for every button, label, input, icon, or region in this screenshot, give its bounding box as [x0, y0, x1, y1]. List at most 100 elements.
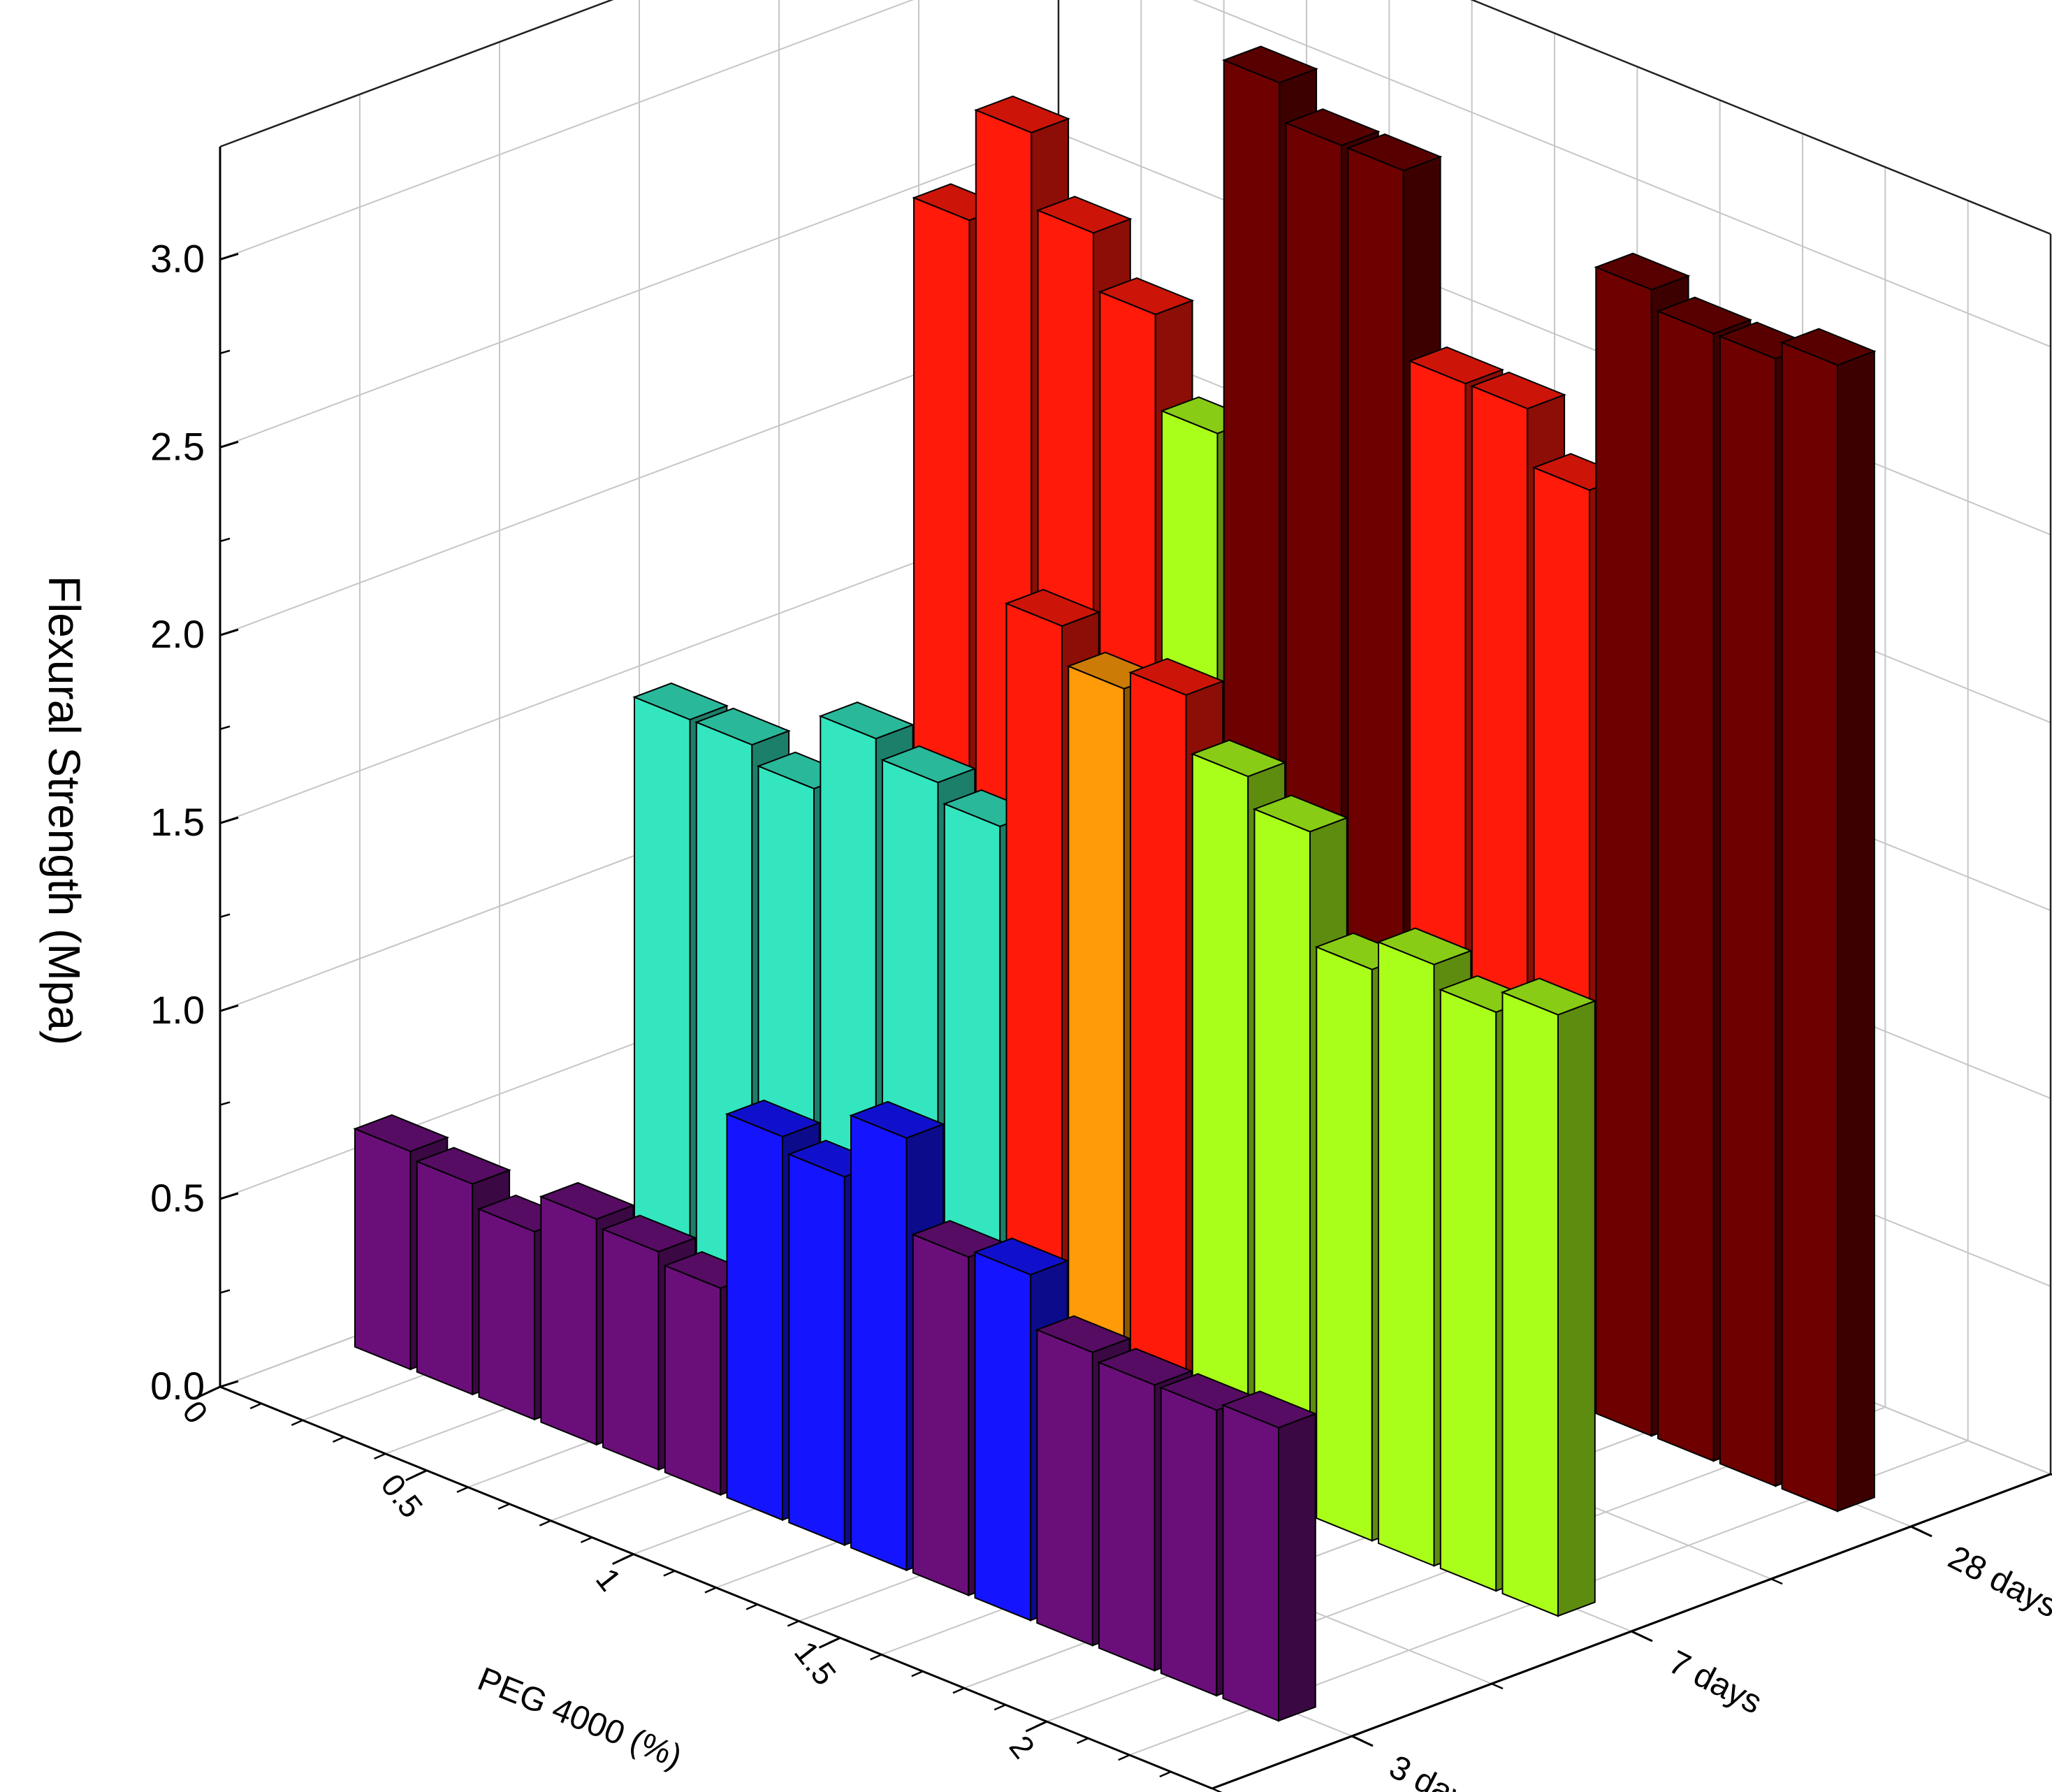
x-tick-label: 1	[589, 1561, 629, 1598]
bar-top-face	[1252, 794, 1349, 833]
z-tick-label: 1.5	[150, 800, 205, 844]
bar-front-face	[1036, 1329, 1093, 1647]
z-tick	[219, 816, 239, 824]
bar-top-face	[1097, 1348, 1194, 1386]
x-minor-tick	[249, 1402, 262, 1410]
z-tick	[219, 252, 239, 261]
bar-front-face	[416, 1160, 474, 1396]
x-minor-tick	[911, 1670, 924, 1677]
y-minor-tick	[1491, 1682, 1504, 1690]
z-minor-tick	[219, 537, 231, 542]
x-minor-tick	[580, 1536, 593, 1543]
bar-top-face	[1004, 588, 1101, 627]
x-minor-tick	[622, 1553, 634, 1560]
z-tick-label: 0.0	[150, 1364, 205, 1408]
x-minor-tick	[456, 1486, 469, 1493]
bar-front-face	[974, 1251, 1031, 1622]
bar-front-face	[850, 1114, 908, 1571]
z-minor-tick	[219, 913, 231, 918]
x-minor-tick	[332, 1436, 345, 1443]
bar	[1780, 328, 1877, 1513]
z-minor-tick	[219, 1101, 231, 1106]
bar-front-face	[912, 1233, 970, 1596]
x-minor-tick	[291, 1419, 303, 1427]
bar-front-face	[1098, 1361, 1156, 1672]
bar-top-face	[1376, 927, 1473, 966]
bar-top-face	[601, 1214, 698, 1253]
y-tick-label: 28 days	[1942, 1539, 2052, 1626]
bar-top-face	[694, 707, 791, 746]
z-axis-title: Flexural Strength (Mpa)	[39, 576, 89, 1045]
bar-top-face	[539, 1181, 636, 1221]
z-tick-label: 2.0	[150, 612, 205, 656]
z-tick-label: 3.0	[150, 236, 205, 280]
y-minor-tick	[1770, 1578, 1783, 1585]
z-minor-tick	[219, 349, 231, 355]
bar-front-face	[1595, 266, 1652, 1437]
bar-top-face	[1408, 346, 1505, 385]
bar	[1500, 977, 1597, 1617]
x-minor-tick	[663, 1570, 676, 1577]
z-tick	[219, 440, 239, 449]
bar-front-face	[1316, 946, 1373, 1542]
bar-front-face	[602, 1228, 660, 1471]
bar-front-face	[634, 696, 691, 1266]
x-minor-tick	[870, 1654, 882, 1661]
x-tick-label: 0.5	[374, 1467, 430, 1524]
bar	[1221, 1390, 1318, 1722]
bar-front-face	[664, 1265, 722, 1496]
z-tick-label: 2.5	[150, 424, 205, 468]
x-minor-tick	[208, 1385, 221, 1393]
x-minor-tick	[704, 1587, 717, 1594]
x-minor-tick	[994, 1704, 1006, 1711]
z-tick	[219, 1380, 239, 1388]
x-axis-title: PEG 4000 (%)	[472, 1661, 687, 1776]
bar-top-face	[632, 682, 729, 721]
z-tick	[219, 628, 239, 636]
x-minor-tick	[787, 1620, 799, 1627]
bar-front-face	[1130, 671, 1187, 1466]
z-tick-label: 0.5	[150, 1176, 205, 1220]
bar-top-face	[415, 1146, 511, 1185]
bar-top-face	[1780, 328, 1877, 366]
bar-top-face	[1500, 977, 1597, 1016]
bar-front-face	[1501, 991, 1559, 1617]
x-minor-tick	[497, 1503, 510, 1510]
bar-top-face	[1283, 108, 1381, 147]
z-tick	[219, 1192, 239, 1200]
frame-top-left	[219, 0, 614, 148]
y-minor-tick	[1910, 1525, 1923, 1533]
bar-top-face	[1594, 252, 1691, 291]
z-minor-tick	[219, 725, 231, 730]
bar-front-face	[354, 1128, 412, 1371]
bar-top-face	[725, 1099, 822, 1137]
x-minor-tick	[1035, 1721, 1047, 1728]
bar-front-face	[1439, 989, 1497, 1592]
x-minor-tick	[374, 1452, 386, 1459]
bar-front-face	[1719, 335, 1777, 1487]
x-minor-tick	[415, 1469, 428, 1476]
bar-top-face	[1098, 277, 1195, 316]
z-tick	[219, 1004, 239, 1012]
bar-top-face	[880, 745, 977, 784]
bar-front-face	[1378, 940, 1435, 1567]
y-tick-label: 7 days	[1663, 1644, 1768, 1721]
bar-top-face	[1656, 296, 1753, 335]
x-minor-tick	[539, 1520, 551, 1527]
bar-side-face	[1557, 1000, 1596, 1617]
bar-top-face	[1221, 1390, 1318, 1429]
bar-side-face	[1837, 350, 1875, 1513]
x-minor-tick	[828, 1637, 841, 1644]
x-minor-tick	[1159, 1770, 1172, 1778]
z-tick-label: 1.0	[150, 988, 205, 1032]
bar-side-face	[1278, 1413, 1316, 1722]
x-minor-tick	[952, 1687, 965, 1694]
bar-front-face	[726, 1113, 783, 1522]
x-tick-label: 2	[1003, 1728, 1042, 1765]
bar-front-face	[1657, 309, 1715, 1462]
bar-top-face	[973, 1237, 1070, 1276]
bar-top-face	[353, 1114, 450, 1153]
x-tick-label: 1.5	[787, 1634, 843, 1691]
bar-front-face	[540, 1195, 597, 1446]
